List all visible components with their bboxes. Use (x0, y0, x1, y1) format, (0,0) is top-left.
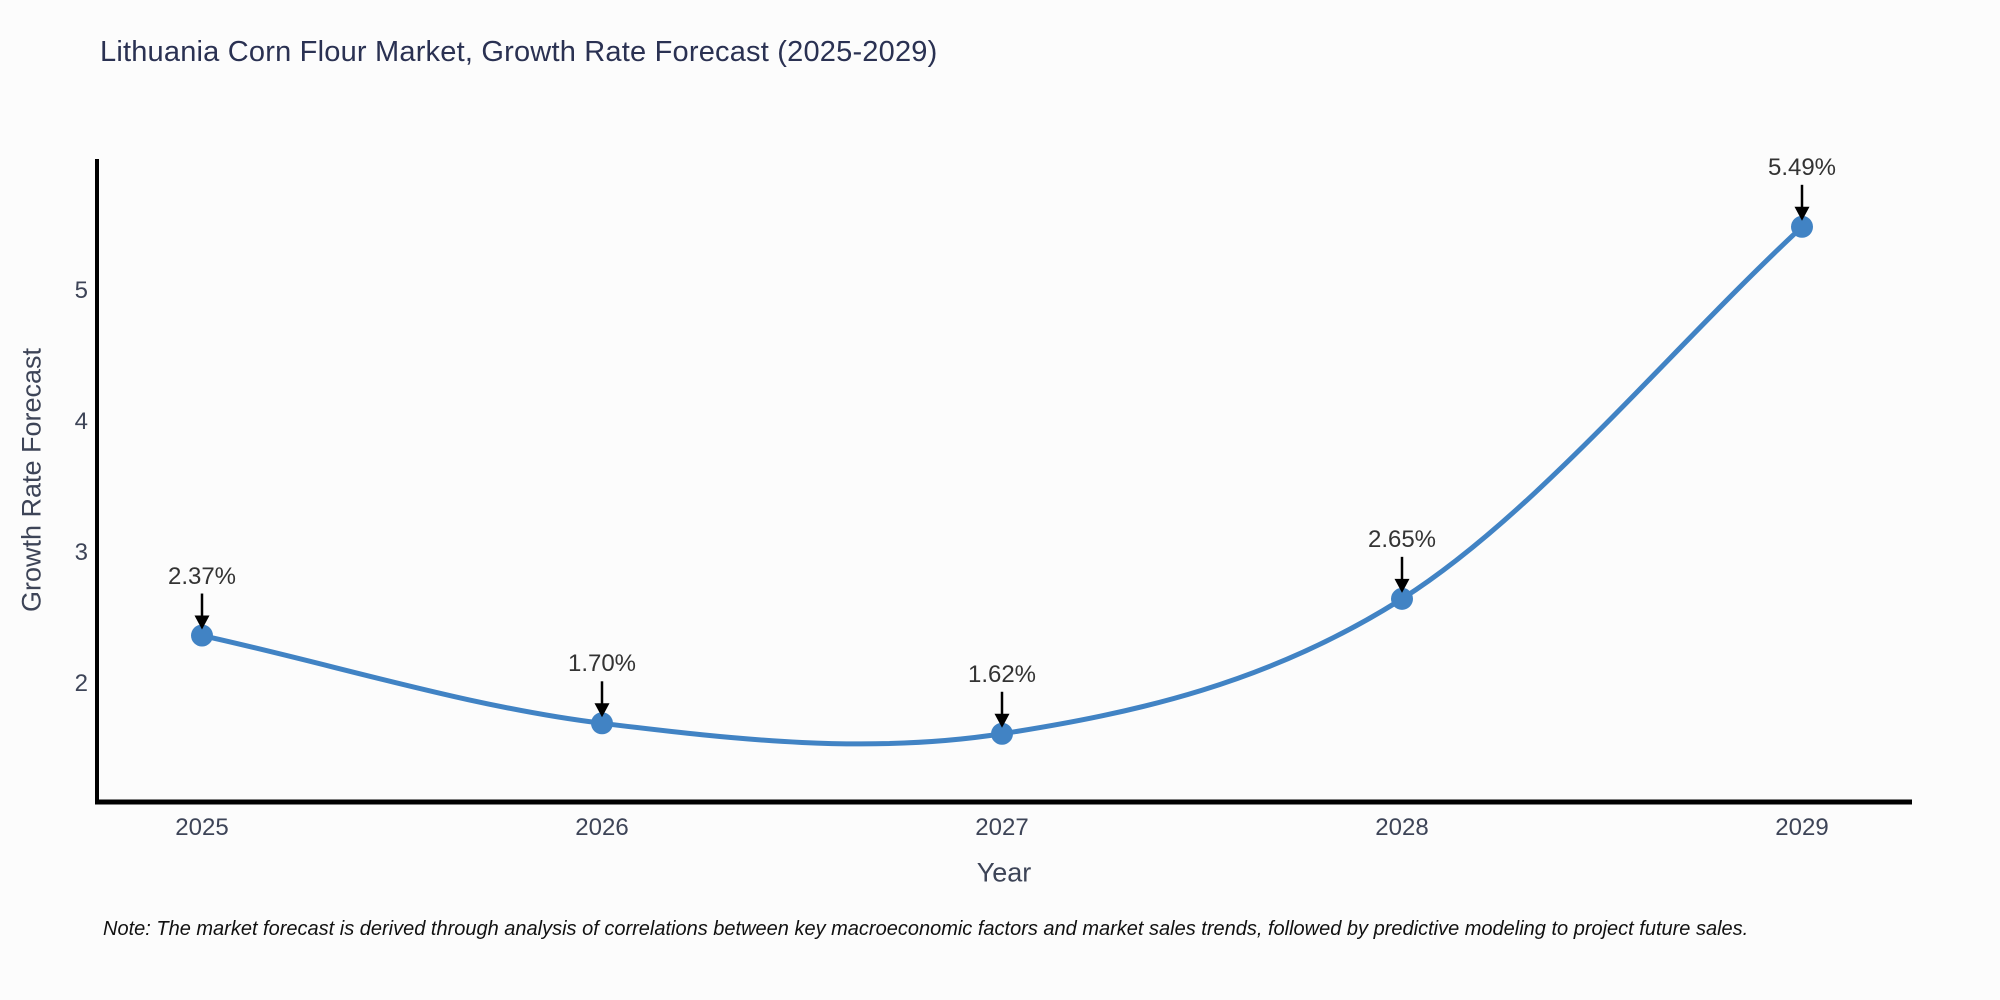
annotation-label: 5.49% (1767, 153, 1837, 181)
footnote: Note: The market forecast is derived thr… (103, 918, 1749, 940)
annotation-arrowhead (1794, 206, 1810, 221)
x-tick-label: 2028 (1375, 814, 1429, 841)
x-tick-label: 2026 (575, 814, 629, 841)
annotation-label: 1.70% (567, 650, 637, 678)
annotation-label: 2.37% (167, 562, 237, 590)
y-tick-label: 4 (74, 408, 88, 435)
x-tick-label: 2029 (1775, 814, 1829, 841)
annotation-arrowhead (1394, 578, 1410, 593)
data-point-marker (191, 624, 213, 647)
annotation-arrow-layer (194, 184, 1810, 728)
x-tick-label: 2025 (175, 814, 229, 841)
data-point-marker (1791, 215, 1813, 238)
x-tick-label: 2027 (975, 814, 1029, 841)
data-point-marker (1391, 587, 1413, 610)
y-tick-label: 3 (74, 539, 88, 566)
chart-title: Lithuania Corn Flour Market, Growth Rate… (100, 36, 938, 68)
data-point-marker (591, 712, 613, 735)
annotation-arrowhead (194, 615, 210, 630)
x-axis-title: Year (976, 857, 1032, 888)
annotation-arrowhead (994, 713, 1010, 728)
annotation-label: 1.62% (967, 660, 1037, 688)
series-layer (191, 215, 1813, 747)
annotation-label: 2.65% (1367, 525, 1437, 553)
y-tick-label: 2 (74, 670, 88, 697)
y-tick-label: 5 (74, 277, 88, 304)
data-point-marker (991, 722, 1013, 745)
annotation-arrowhead (594, 703, 610, 718)
